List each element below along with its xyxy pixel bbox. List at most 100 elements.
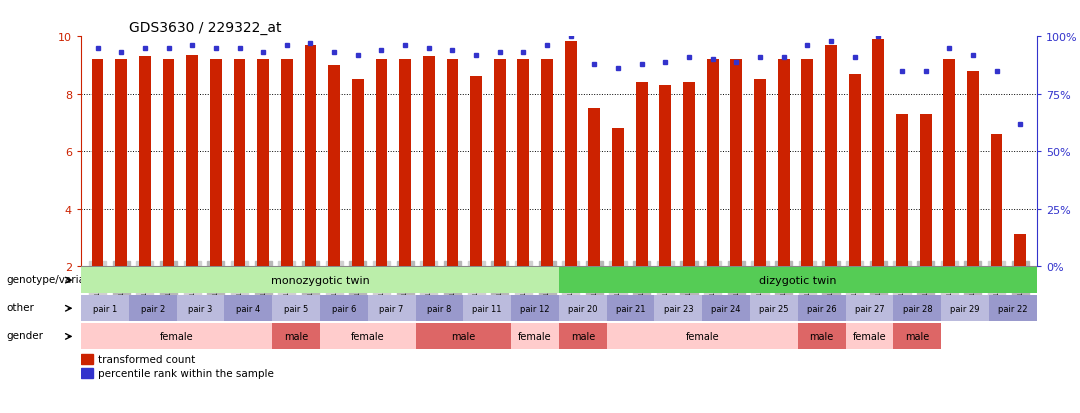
Bar bbox=[849, 74, 861, 266]
Text: male: male bbox=[284, 332, 308, 342]
Bar bbox=[798, 296, 846, 321]
Text: pair 20: pair 20 bbox=[568, 304, 597, 313]
Bar bbox=[660, 86, 672, 266]
Text: pair 8: pair 8 bbox=[428, 304, 451, 313]
Bar bbox=[328, 66, 340, 266]
Bar bbox=[511, 324, 559, 349]
Bar bbox=[942, 296, 989, 321]
Bar bbox=[494, 60, 505, 266]
Text: other: other bbox=[6, 302, 35, 312]
Bar bbox=[470, 77, 482, 266]
Text: male: male bbox=[570, 332, 595, 342]
Bar bbox=[163, 60, 175, 266]
Bar bbox=[896, 114, 908, 266]
Bar bbox=[92, 60, 104, 266]
Bar bbox=[684, 83, 694, 266]
Bar bbox=[654, 296, 702, 321]
Text: genotype/variation: genotype/variation bbox=[6, 274, 106, 284]
Bar bbox=[81, 369, 94, 379]
Text: female: female bbox=[160, 332, 193, 342]
Bar bbox=[559, 324, 607, 349]
Bar bbox=[400, 60, 411, 266]
Text: pair 4: pair 4 bbox=[237, 304, 260, 313]
Bar bbox=[367, 296, 416, 321]
Bar bbox=[754, 80, 766, 266]
Bar bbox=[416, 296, 463, 321]
Bar bbox=[702, 296, 750, 321]
Text: pair 29: pair 29 bbox=[950, 304, 980, 313]
Text: pair 22: pair 22 bbox=[998, 304, 1028, 313]
Text: male: male bbox=[810, 332, 834, 342]
Text: monozygotic twin: monozygotic twin bbox=[271, 275, 369, 285]
Bar bbox=[257, 60, 269, 266]
Bar bbox=[893, 296, 941, 321]
Text: male: male bbox=[451, 332, 475, 342]
Bar bbox=[873, 40, 885, 266]
Text: male: male bbox=[905, 332, 930, 342]
Text: gender: gender bbox=[6, 330, 43, 340]
Text: pair 1: pair 1 bbox=[93, 304, 117, 313]
Bar bbox=[272, 324, 320, 349]
Text: pair 5: pair 5 bbox=[284, 304, 308, 313]
Bar bbox=[186, 56, 198, 266]
Bar bbox=[517, 60, 529, 266]
Text: pair 28: pair 28 bbox=[903, 304, 932, 313]
Bar bbox=[81, 324, 272, 349]
Text: female: female bbox=[853, 332, 887, 342]
Bar bbox=[210, 60, 221, 266]
Bar bbox=[750, 296, 798, 321]
Bar bbox=[81, 296, 129, 321]
Text: pair 24: pair 24 bbox=[712, 304, 741, 313]
Bar bbox=[511, 296, 559, 321]
Bar bbox=[778, 60, 789, 266]
Bar bbox=[446, 60, 458, 266]
Bar bbox=[233, 60, 245, 266]
Text: pair 27: pair 27 bbox=[854, 304, 885, 313]
Text: female: female bbox=[686, 332, 719, 342]
Bar bbox=[612, 129, 624, 266]
Text: percentile rank within the sample: percentile rank within the sample bbox=[98, 368, 274, 379]
Bar bbox=[846, 296, 893, 321]
Bar bbox=[943, 60, 955, 266]
Text: dizygotic twin: dizygotic twin bbox=[759, 275, 837, 285]
Text: pair 6: pair 6 bbox=[332, 304, 356, 313]
Text: GDS3630 / 229322_at: GDS3630 / 229322_at bbox=[129, 21, 281, 35]
Bar bbox=[967, 71, 978, 266]
Bar bbox=[81, 354, 94, 364]
Bar bbox=[1014, 235, 1026, 266]
Text: pair 7: pair 7 bbox=[379, 304, 404, 313]
Bar bbox=[846, 324, 893, 349]
Bar bbox=[423, 57, 434, 266]
Bar bbox=[989, 296, 1037, 321]
Bar bbox=[352, 80, 364, 266]
Text: female: female bbox=[351, 332, 384, 342]
Text: pair 3: pair 3 bbox=[188, 304, 213, 313]
Text: pair 25: pair 25 bbox=[759, 304, 788, 313]
Bar bbox=[893, 324, 941, 349]
Bar bbox=[825, 46, 837, 266]
Bar bbox=[281, 60, 293, 266]
Bar bbox=[81, 268, 559, 293]
Bar bbox=[798, 324, 846, 349]
Bar bbox=[565, 41, 577, 266]
Text: pair 21: pair 21 bbox=[616, 304, 646, 313]
Text: pair 23: pair 23 bbox=[663, 304, 693, 313]
Bar bbox=[129, 296, 176, 321]
Bar bbox=[225, 296, 272, 321]
Bar bbox=[116, 60, 127, 266]
Bar bbox=[305, 46, 316, 266]
Bar bbox=[589, 109, 600, 266]
Bar bbox=[320, 296, 367, 321]
Bar bbox=[920, 114, 932, 266]
Bar bbox=[176, 296, 225, 321]
Bar bbox=[272, 296, 320, 321]
Text: female: female bbox=[518, 332, 552, 342]
Text: transformed count: transformed count bbox=[98, 354, 195, 364]
Bar bbox=[463, 296, 511, 321]
Bar bbox=[320, 324, 416, 349]
Text: pair 26: pair 26 bbox=[807, 304, 837, 313]
Text: pair 12: pair 12 bbox=[521, 304, 550, 313]
Bar bbox=[801, 60, 813, 266]
Text: pair 2: pair 2 bbox=[140, 304, 165, 313]
Bar bbox=[730, 60, 742, 266]
